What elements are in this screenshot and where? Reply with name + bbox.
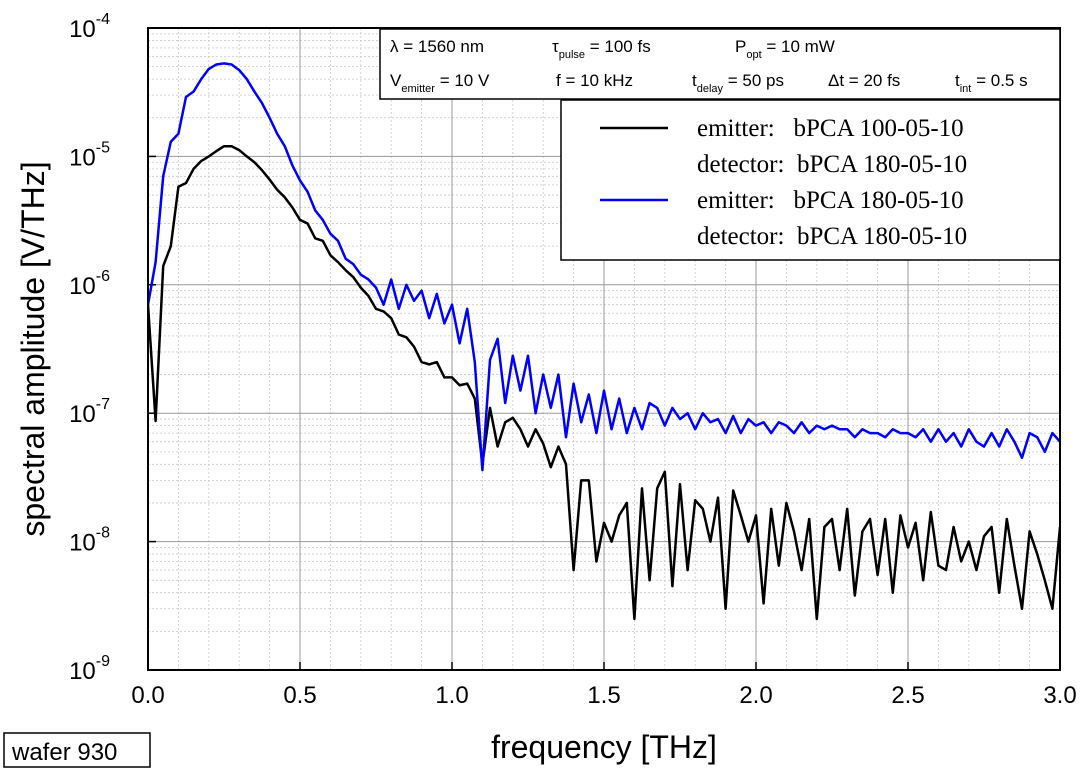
annotation-main: λ = 1560 nm: [390, 37, 484, 56]
y-tick-base: 10: [69, 658, 96, 685]
x-tick-label: 2.0: [739, 682, 772, 709]
annotation-sub: pulse: [559, 49, 585, 61]
annotation-main: t: [955, 71, 960, 90]
y-tick-label: 10-7: [69, 396, 110, 428]
legend-label: emitter: bPCA 180-05-10: [697, 187, 964, 214]
annotation-rest: = 0.5 s: [971, 71, 1027, 90]
y-tick-exponent: -8: [96, 525, 110, 542]
y-tick-exponent: -9: [96, 653, 110, 670]
y-tick-base: 10: [69, 530, 96, 557]
annotation: τpulse = 100 fs: [552, 37, 651, 61]
y-tick-exponent: -4: [96, 11, 110, 28]
annotation: Δt = 20 fs: [828, 71, 900, 90]
annotation: Vemitter = 10 V: [390, 71, 490, 95]
y-tick-base: 10: [69, 401, 96, 428]
annotation-sub: int: [960, 83, 972, 95]
x-tick-label: 2.5: [891, 682, 924, 709]
y-tick-label: 10-6: [69, 268, 110, 300]
annotation-main: Δt = 20 fs: [828, 71, 900, 90]
y-tick-label: 10-8: [69, 525, 110, 557]
y-tick-exponent: -7: [96, 396, 110, 413]
legend-box: [560, 99, 1061, 261]
annotation-sub: emitter: [401, 83, 435, 95]
annotation-sub: delay: [697, 83, 724, 95]
x-tick-label: 0.0: [131, 682, 164, 709]
annotation: f = 10 kHz: [556, 71, 633, 90]
data-line: [148, 62, 1060, 472]
x-tick-label: 1.0: [435, 682, 468, 709]
annotation-box: [379, 28, 1061, 100]
y-tick-label: 10-9: [69, 653, 110, 685]
legend-label: emitter: bPCA 100-05-10: [697, 115, 964, 142]
y-axis-label: spectral amplitude [V/THz]: [15, 161, 51, 536]
annotation-main: τ: [552, 37, 559, 56]
y-tick-base: 10: [69, 144, 96, 171]
y-tick-base: 10: [69, 273, 96, 300]
x-tick-label: 0.5: [283, 682, 316, 709]
annotation-rest: = 50 ps: [723, 71, 784, 90]
x-axis-label: frequency [THz]: [491, 729, 717, 765]
y-tick-label: 10-5: [69, 139, 110, 171]
y-tick-base: 10: [69, 16, 96, 43]
annotation: λ = 1560 nm: [390, 37, 484, 56]
x-tick-label: 3.0: [1043, 682, 1076, 709]
annotation-main: f = 10 kHz: [556, 71, 633, 90]
data-line: [148, 144, 1060, 621]
legend-detector: detector: bPCA 180-05-10: [697, 223, 967, 250]
footnote: wafer 930: [11, 739, 117, 766]
annotation: Popt = 10 mW: [735, 37, 835, 61]
footnote-box: [3, 732, 151, 768]
annotation-main: V: [390, 71, 402, 90]
annotation-main: P: [735, 37, 746, 56]
x-tick-label: 1.5: [587, 682, 620, 709]
annotation-rest: = 10 mW: [762, 37, 835, 56]
plot-frame: [147, 27, 1061, 671]
annotation-sub: opt: [746, 49, 761, 61]
annotation: tdelay = 50 ps: [692, 71, 784, 95]
annotation: tint = 0.5 s: [955, 71, 1028, 95]
annotation-rest: = 10 V: [435, 71, 490, 90]
annotation-main: t: [692, 71, 697, 90]
annotation-rest: = 100 fs: [585, 37, 651, 56]
y-tick-exponent: -6: [96, 268, 110, 285]
legend-detector: detector: bPCA 180-05-10: [697, 151, 967, 178]
y-tick-label: 10-4: [69, 11, 110, 43]
y-tick-exponent: -5: [96, 139, 110, 156]
